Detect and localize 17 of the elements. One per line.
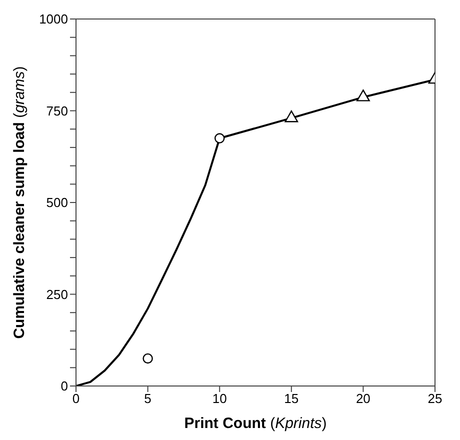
y-tick-label: 750 (46, 103, 68, 118)
y-tick-label: 0 (60, 378, 68, 394)
y-tick-label: 1000 (39, 12, 68, 27)
point (284, 110, 298, 122)
point (356, 90, 370, 102)
point (214, 133, 225, 144)
x-tick-label: 0 (72, 391, 80, 406)
y-axis-title: Cumulative cleaner sump load (grams) (11, 66, 28, 339)
x-tick-label: 10 (212, 391, 227, 406)
x-tick-label: 20 (356, 391, 370, 406)
x-tick-label: 25 (428, 391, 442, 406)
point (142, 353, 153, 364)
y-tick-label: 250 (46, 286, 68, 302)
y-tick-label: 500 (46, 195, 68, 210)
x-tick-label: 5 (144, 391, 152, 406)
x-tick-label: 15 (284, 391, 299, 406)
x-axis-title: Print Count (Kprints) (184, 415, 327, 432)
